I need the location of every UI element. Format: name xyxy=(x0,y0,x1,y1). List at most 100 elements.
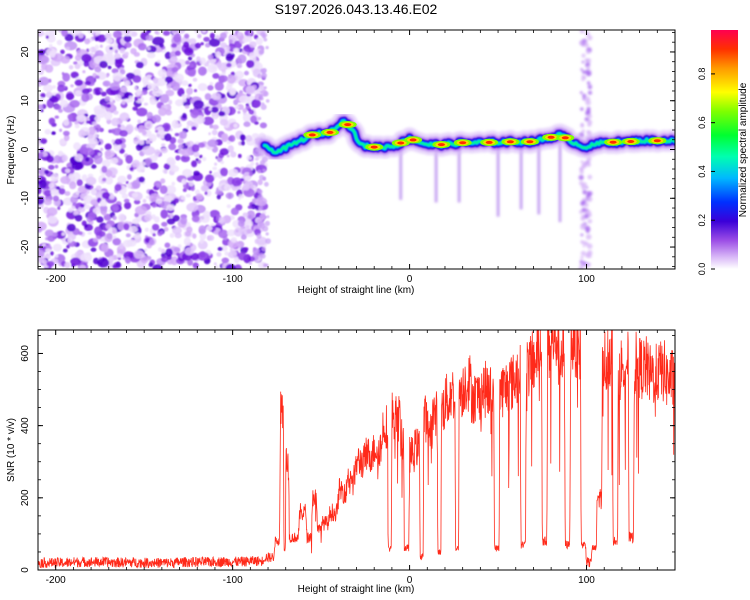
noise-blob xyxy=(165,248,173,257)
streak-blob xyxy=(585,58,592,64)
streak-blob xyxy=(581,207,586,212)
noise-blob xyxy=(38,249,45,258)
noise-blob xyxy=(258,116,262,121)
noise-blob xyxy=(112,235,117,239)
noise-blob xyxy=(124,80,131,87)
noise-blob xyxy=(93,155,103,165)
noise-blob xyxy=(148,262,154,268)
noise-blob xyxy=(188,38,197,45)
noise-blob xyxy=(92,207,101,215)
noise-blob xyxy=(84,204,91,210)
noise-blob xyxy=(148,239,155,246)
streak-blob xyxy=(587,119,593,125)
streak-bar xyxy=(496,147,500,217)
streak-blob xyxy=(586,65,591,70)
noise-blob xyxy=(230,151,237,158)
noise-blob xyxy=(101,165,108,173)
noise-blob xyxy=(78,129,86,138)
noise-blob xyxy=(105,176,114,185)
noise-blob xyxy=(104,143,112,151)
noise-blob xyxy=(187,259,194,266)
noise-blob xyxy=(197,34,202,39)
trace-hotspot xyxy=(397,141,405,145)
noise-blob xyxy=(259,49,265,55)
noise-blob xyxy=(39,147,45,153)
streak-blob xyxy=(586,130,591,134)
streak-blob xyxy=(582,190,587,195)
streak-blob xyxy=(584,43,589,48)
noise-blob xyxy=(127,183,132,189)
noise-blob xyxy=(161,221,168,227)
streak-blob xyxy=(588,90,592,95)
noise-blob xyxy=(114,184,122,192)
noise-blob xyxy=(38,55,50,65)
noise-blob xyxy=(96,216,104,223)
noise-blob xyxy=(114,49,119,54)
noise-blob xyxy=(160,256,169,263)
noise-blob xyxy=(38,30,45,37)
noise-blob xyxy=(156,182,160,188)
noise-blob xyxy=(94,66,102,73)
noise-blob xyxy=(226,62,232,68)
noise-blob xyxy=(241,140,245,146)
y-tick-label: 20 xyxy=(20,46,31,58)
noise-blob xyxy=(255,162,259,166)
noise-blob xyxy=(220,167,228,177)
noise-blob xyxy=(186,125,190,129)
noise-blob xyxy=(233,227,243,237)
noise-blob xyxy=(261,72,268,79)
noise-blob xyxy=(259,223,262,227)
streak-blob xyxy=(587,196,593,202)
noise-blob xyxy=(101,192,111,199)
noise-blob xyxy=(257,194,264,200)
streak-blob xyxy=(580,224,586,230)
noise-blob xyxy=(260,104,267,110)
noise-blob xyxy=(256,236,268,246)
noise-blob xyxy=(152,233,156,237)
trace-hotspot xyxy=(344,123,352,127)
noise-blob xyxy=(227,74,236,84)
noise-blob xyxy=(203,36,210,42)
streak-bar xyxy=(537,145,541,215)
noise-blob xyxy=(92,121,98,126)
noise-blob xyxy=(190,252,200,261)
y-tick-label: 200 xyxy=(20,489,31,506)
noise-blob xyxy=(157,59,161,64)
streak-blob xyxy=(581,53,586,58)
streak-blob xyxy=(584,117,589,122)
noise-blob xyxy=(159,185,168,195)
noise-blob xyxy=(242,212,249,218)
noise-blob xyxy=(218,111,226,117)
noise-blob xyxy=(47,235,55,242)
noise-blob xyxy=(210,106,219,113)
noise-blob xyxy=(120,142,126,149)
noise-blob xyxy=(191,160,198,168)
noise-blob xyxy=(242,35,249,43)
noise-blob xyxy=(90,188,97,195)
noise-blob xyxy=(133,250,145,259)
noise-blob xyxy=(111,68,119,74)
noise-blob xyxy=(192,233,197,239)
noise-blob xyxy=(224,251,229,256)
streak-blob xyxy=(580,233,584,237)
noise-blob xyxy=(204,174,215,183)
noise-blob xyxy=(263,86,267,90)
noise-blob xyxy=(262,200,266,205)
noise-blob xyxy=(256,233,262,239)
noise-blob xyxy=(104,33,111,39)
streak-blob xyxy=(586,161,590,165)
noise-blob xyxy=(138,176,145,183)
streak-blob xyxy=(581,241,584,245)
spectrogram-trace xyxy=(254,110,675,163)
streak-blob xyxy=(586,50,590,54)
noise-blob xyxy=(198,225,206,235)
noise-blob xyxy=(74,63,81,70)
noise-blob xyxy=(215,34,220,40)
noise-blob xyxy=(67,237,73,243)
noise-blob xyxy=(169,213,174,218)
noise-blob xyxy=(257,179,263,186)
noise-blob xyxy=(112,264,118,269)
noise-blob xyxy=(58,108,63,113)
noise-blob xyxy=(65,168,71,173)
noise-blob xyxy=(52,243,63,252)
